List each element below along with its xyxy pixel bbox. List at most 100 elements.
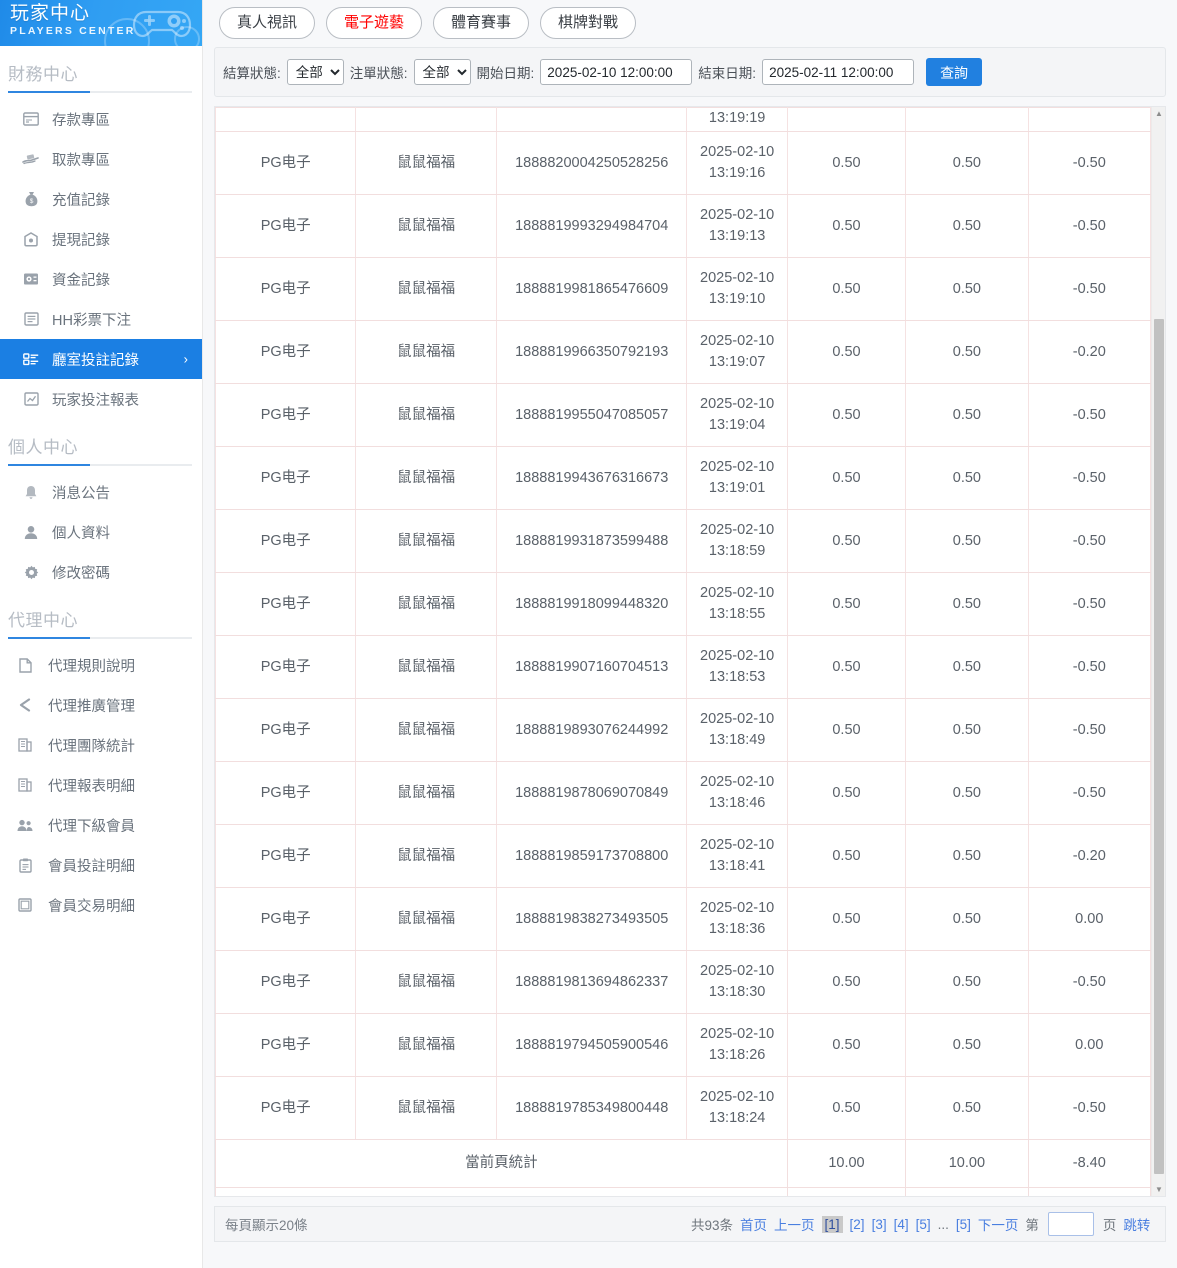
cell-player: 鼠鼠福福 <box>355 635 497 699</box>
sidebar-item-profile[interactable]: 個人資料 <box>0 512 202 552</box>
next-page-link[interactable]: 下一页 <box>977 1218 1019 1233</box>
cell-datetime: 2025-02-10 13:18:59 <box>686 509 788 573</box>
scroll-down-arrow-icon[interactable]: ▼ <box>1155 1184 1163 1194</box>
table-row: PG电子 鼠鼠福福 1888820004250528256 2025-02-10 13… <box>215 131 1151 195</box>
sidebar-item-agent-sub-members[interactable]: 代理下級會員 <box>0 805 202 845</box>
sidebar-item-fund-record[interactable]: 資金記錄 <box>0 259 202 299</box>
cell-datetime: 2025-02-10 13:18:26 <box>686 1013 788 1077</box>
sidebar-item-label: 取款專區 <box>52 152 110 169</box>
cell-bet-amount: 0.50 <box>786 698 907 762</box>
tab-live-casino[interactable]: 真人視訊 <box>219 7 316 39</box>
end-date-input[interactable] <box>762 59 915 85</box>
cell-bet-amount: 0.50 <box>786 1013 907 1077</box>
cell-datetime: 2025-02-10 13:19:16 <box>686 131 788 195</box>
table-row: PG电子 鼠鼠福福 1888819955047085057 2025-02-10 13… <box>215 383 1151 447</box>
safe-box-icon <box>20 270 42 288</box>
sidebar-item-label: 代理推廣管理 <box>48 698 135 715</box>
cell-datetime: 2025-02-10 13:19:07 <box>686 320 788 384</box>
goto-page-input[interactable] <box>1047 1212 1094 1236</box>
sidebar-item-agent-team-stats[interactable]: 代理團隊統計 <box>0 725 202 765</box>
building-icon <box>14 776 36 794</box>
brand-title: 玩家中心 <box>10 3 91 24</box>
cell-datetime: 2025-02-10 13:18:46 <box>686 761 788 825</box>
cell-player: 鼠鼠福福 <box>355 572 497 636</box>
gamepad-icon <box>132 4 192 42</box>
cell-order-id: 1888819931873599488 <box>495 509 688 573</box>
gear-icon <box>20 563 42 581</box>
cell-datetime: 2025-02-10 13:19:13 <box>686 194 788 258</box>
cell-platform: PG电子 <box>215 257 357 321</box>
sidebar-item-withdraw[interactable]: 取款專區 <box>0 139 202 179</box>
cell-profit: 0.00 <box>1027 887 1151 951</box>
page-link-4[interactable]: [4] <box>893 1216 909 1232</box>
section-divider-finance <box>8 91 192 93</box>
cell-order-id: 1888819859173708800 <box>495 824 688 888</box>
summary-valid-amount: 45.50 <box>905 1187 1029 1196</box>
settle-status-label: 結算狀態: <box>223 66 281 81</box>
sidebar-item-deposit[interactable]: 存款專區 <box>0 99 202 139</box>
sidebar-item-member-transaction-detail[interactable]: 會員交易明細 <box>0 885 202 925</box>
query-button[interactable]: 查詢 <box>926 58 983 86</box>
tab-slots[interactable]: 電子遊藝 <box>326 7 423 39</box>
order-status-select[interactable]: 全部 <box>413 59 471 85</box>
scrollbar-thumb[interactable] <box>1154 319 1164 1174</box>
cell-player <box>355 107 497 132</box>
sidebar-item-label: 代理規則說明 <box>48 658 135 675</box>
page-link-1[interactable]: [1] <box>821 1215 843 1233</box>
cell-profit: -0.50 <box>1027 761 1151 825</box>
cell-platform: PG电子 <box>215 1013 357 1077</box>
table-row: PG电子 鼠鼠福福 1888819785349800448 2025-02-10 13… <box>215 1076 1151 1140</box>
cell-valid-amount: 0.50 <box>905 257 1029 321</box>
sidebar-item-announcements[interactable]: 消息公告 <box>0 472 202 512</box>
cell-valid-amount: 0.50 <box>905 131 1029 195</box>
cell-datetime: 2025-02-10 13:19:10 <box>686 257 788 321</box>
hand-cash-icon <box>20 150 42 168</box>
settle-status-select[interactable]: 全部 <box>286 59 344 85</box>
cell-platform: PG电子 <box>215 194 357 258</box>
tab-sports[interactable]: 體育賽事 <box>433 7 530 39</box>
cell-datetime: 2025-02-10 13:18:41 <box>686 824 788 888</box>
scroll-up-arrow-icon[interactable]: ▲ <box>1155 108 1163 118</box>
first-page-link[interactable]: 首页 <box>740 1218 768 1233</box>
table-row: PG电子 鼠鼠福福 1888819966350792193 2025-02-10 13… <box>215 320 1151 384</box>
cell-platform: PG电子 <box>215 509 357 573</box>
cell-platform: PG电子 <box>215 1076 357 1140</box>
cell-profit: -0.50 <box>1027 446 1151 510</box>
table-vertical-scrollbar[interactable]: ▲ ▼ <box>1151 107 1165 1196</box>
last-page-link[interactable]: [5] <box>955 1216 971 1232</box>
sidebar-item-recharge-record[interactable]: $ 充值記錄 <box>0 179 202 219</box>
cell-profit: -0.50 <box>1027 131 1151 195</box>
cell-valid-amount: 0.50 <box>905 1076 1029 1140</box>
cell-bet-amount: 0.50 <box>786 887 907 951</box>
cell-order-id: 1888819993294984704 <box>495 194 688 258</box>
sidebar-menu-personal: 消息公告 個人資料 修改密碼 <box>0 472 202 592</box>
cell-valid-amount: 0.50 <box>905 635 1029 699</box>
prev-page-link[interactable]: 上一页 <box>774 1218 815 1233</box>
cell-valid-amount: 0.50 <box>905 509 1029 573</box>
page-link-5[interactable]: [5] <box>915 1216 931 1232</box>
sidebar-item-player-bet-report[interactable]: 玩家投注報表 <box>0 379 202 419</box>
sidebar-item-agent-report-detail[interactable]: 代理報表明細 <box>0 765 202 805</box>
cell-order-id: 1888819785349800448 <box>495 1076 688 1140</box>
sidebar-item-withdraw-record[interactable]: 提現記錄 <box>0 219 202 259</box>
sidebar-item-hall-bet-record[interactable]: 廳室投註記錄 › <box>0 339 202 379</box>
list-icon <box>20 310 42 328</box>
cell-datetime: 2025-02-10 13:18:24 <box>686 1076 788 1140</box>
start-date-input[interactable] <box>540 59 693 85</box>
cell-profit: -0.50 <box>1027 950 1151 1014</box>
sidebar-item-agent-promotion[interactable]: 代理推廣管理 <box>0 685 202 725</box>
cell-profit: -0.50 <box>1027 572 1151 636</box>
page-link-3[interactable]: [3] <box>871 1216 887 1232</box>
cell-order-id: 1888819918099448320 <box>495 572 688 636</box>
cell-player: 鼠鼠福福 <box>355 1076 497 1140</box>
jump-button[interactable]: 跳转 <box>1123 1218 1151 1233</box>
sidebar-item-agent-rules[interactable]: 代理規則說明 <box>0 645 202 685</box>
sidebar-item-member-bet-detail[interactable]: 會員投註明細 <box>0 845 202 885</box>
cell-player: 鼠鼠福福 <box>355 698 497 762</box>
sidebar-item-hh-lottery[interactable]: HH彩票下注 <box>0 299 202 339</box>
page-link-2[interactable]: [2] <box>849 1216 865 1232</box>
table-row: PG电子 鼠鼠福福 1888819981865476609 2025-02-10 13… <box>215 257 1151 321</box>
tab-card-games[interactable]: 棋牌對戰 <box>540 7 637 39</box>
cell-profit: -0.50 <box>1027 194 1151 258</box>
sidebar-item-change-password[interactable]: 修改密碼 <box>0 552 202 592</box>
